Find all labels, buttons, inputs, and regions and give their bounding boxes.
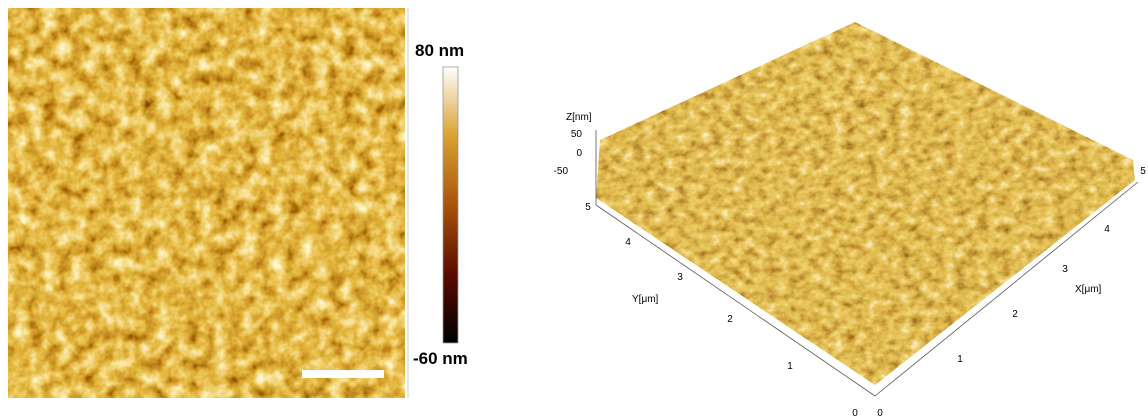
x-tick-label: 2 — [1012, 309, 1018, 320]
x-tick-label: 0 — [877, 408, 883, 418]
x-tick-label: 5 — [1140, 166, 1146, 177]
y-tick-label: 1 — [787, 361, 793, 372]
y-tick-label: 2 — [727, 314, 733, 325]
y-tick-label: 0 — [852, 408, 858, 418]
figure: 80 nm -60 nm Z[nm]500-50Y[μm]543210X[μm]… — [0, 0, 1148, 418]
y-tick-label: 4 — [625, 237, 631, 248]
y-tick-label: 5 — [585, 202, 591, 213]
afm-image — [8, 8, 405, 398]
colorbar — [443, 67, 458, 343]
x-tick-label: 1 — [957, 354, 963, 365]
z-axis-label: Z[nm] — [566, 112, 592, 123]
x-tick-label: 4 — [1104, 224, 1110, 235]
z-tick-label: -50 — [554, 166, 569, 177]
y-axis-label: Y[μm] — [632, 294, 659, 305]
colorbar-max-label: 80 nm — [415, 41, 464, 60]
y-tick-label: 3 — [677, 272, 683, 283]
colorbar-min-label: -60 nm — [413, 349, 468, 368]
scale-bar — [302, 370, 384, 378]
z-tick-label: 50 — [571, 129, 583, 140]
x-tick-label: 3 — [1062, 264, 1068, 275]
surface-3d — [590, 18, 1140, 388]
x-axis-label: X[μm] — [1075, 284, 1102, 295]
z-tick-label: 0 — [576, 148, 582, 159]
